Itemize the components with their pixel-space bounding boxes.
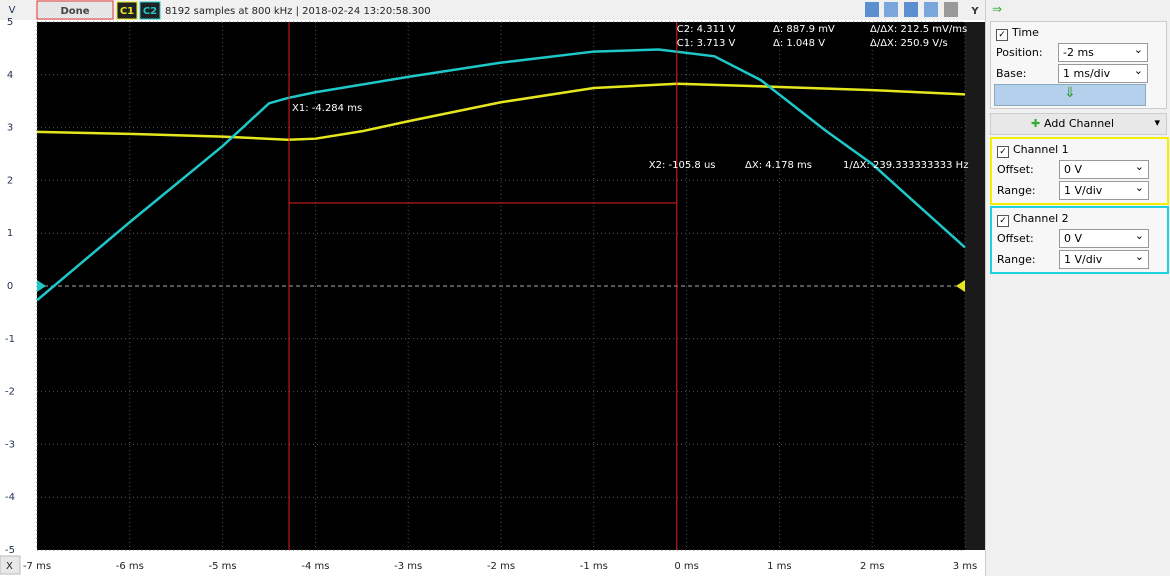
slope-c1: Δ/ΔX: 250.9 V/s [870,38,948,49]
trace-c2 [36,48,966,302]
base-select[interactable]: 1 ms/div [1058,62,1148,83]
c2-value: C2: 4.311 V [677,24,736,35]
y-tick-label: 0 [7,281,13,292]
apply-button[interactable]: ⇓ [994,84,1146,106]
x-tick-label: -6 ms [116,561,144,572]
c2-label: C2 [143,6,157,17]
channel-1-section: ✓ Channel 1 Offset: 0 V Range: 1 V/div [990,137,1169,205]
delta-c2: Δ: 887.9 mV [773,24,835,35]
x-tick-label: -4 ms [301,561,329,572]
c2-offset-marker [37,280,46,292]
side-panel: ⇒ ✓ Time Position: -2 ms Base: 1 ms/div ⇓… [985,0,1170,576]
add-channel-label: Add Channel [1044,117,1114,130]
channel-title: Channel 1 [1013,143,1069,156]
y-tick-label: 5 [7,17,13,28]
x-tick-label: -3 ms [394,561,422,572]
time-title: Time [1012,26,1039,39]
base-label: Base: [996,67,1027,80]
y-tick-label: 3 [7,123,13,134]
offset-label: Offset: [997,163,1034,176]
y-tick-label: -4 [5,492,15,503]
offset-select[interactable]: 0 V [1059,158,1149,179]
y-unit: V [9,5,16,16]
measure-icon[interactable] [904,2,918,17]
range-label: Range: [997,184,1036,197]
x-tick-label: -7 ms [23,561,51,572]
position-select[interactable]: -2 ms [1058,41,1148,62]
y-tick-label: -1 [5,334,15,345]
y-tick-label: 1 [7,228,13,239]
add-channel-button[interactable]: ✚ Add Channel ▾ [990,113,1167,135]
x-tick-label: 3 ms [953,561,978,572]
time-checkbox[interactable]: ✓ [996,29,1008,41]
scope-view: Done C1 C2 8192 samples at 800 kHz | 201… [0,0,985,575]
x-tick-label: -5 ms [209,561,237,572]
x1-label: X1: -4.284 ms [292,103,362,114]
c1-label: C1 [120,6,134,17]
y-tick-label: -5 [5,545,15,556]
channel-title: Channel 2 [1013,212,1069,225]
x-tick-label: 1 ms [767,561,792,572]
toolbar [0,0,985,20]
x-axis-select[interactable] [0,555,21,575]
inverse-delta-label: 1/ΔX: 239.333333333 Hz [843,160,968,171]
range-select[interactable]: 1 V/div [1059,179,1149,200]
x2-label: X2: -105.8 us [649,160,716,171]
range-select[interactable]: 1 V/div [1059,248,1149,269]
c1-offset-marker [956,280,965,292]
acquisition-info: 8192 samples at 800 kHz | 2018-02-24 13:… [165,6,431,17]
y-tick-label: 4 [7,70,13,81]
c2-badge[interactable] [139,1,161,20]
level-strip [965,22,985,550]
slope-c2: Δ/ΔX: 212.5 mV/ms [870,24,967,35]
y-button[interactable]: Y [970,6,979,17]
offset-select[interactable]: 0 V [1059,227,1149,248]
x-tick-label: 0 ms [674,561,699,572]
x-axis-label: X [6,561,13,572]
cursor-icon[interactable] [884,2,898,17]
range-label: Range: [997,253,1036,266]
done-button[interactable] [36,0,114,20]
list-icon[interactable] [924,2,938,17]
channel-header: ✓ Channel 1 [997,143,1069,158]
settings-icon[interactable] [944,2,958,17]
c1-value: C1: 3.713 V [677,38,736,49]
y-tick-label: 2 [7,175,13,186]
trace-c1 [36,82,966,141]
channel-checkbox[interactable]: ✓ [997,215,1009,227]
channel-2-section: ✓ Channel 2 Offset: 0 V Range: 1 V/div [990,206,1169,274]
y-tick-label: -2 [5,387,15,398]
done-label: Done [60,6,89,17]
time-section: ✓ Time Position: -2 ms Base: 1 ms/div ⇓ [990,21,1167,109]
y-tick-label: -3 [5,439,15,450]
c1-badge[interactable] [116,1,138,20]
offset-label: Offset: [997,232,1034,245]
delta-c1: Δ: 1.048 V [773,38,825,49]
panel-arrow[interactable]: ⇒ [992,2,1003,16]
x-tick-label: -1 ms [580,561,608,572]
delta-x-label: ΔX: 4.178 ms [745,160,812,171]
x-tick-label: -2 ms [487,561,515,572]
position-label: Position: [996,46,1043,59]
channel-header: ✓ Channel 2 [997,212,1069,227]
channel-checkbox[interactable]: ✓ [997,146,1009,158]
x-tick-label: 2 ms [860,561,885,572]
zoom-icon[interactable] [865,2,879,17]
